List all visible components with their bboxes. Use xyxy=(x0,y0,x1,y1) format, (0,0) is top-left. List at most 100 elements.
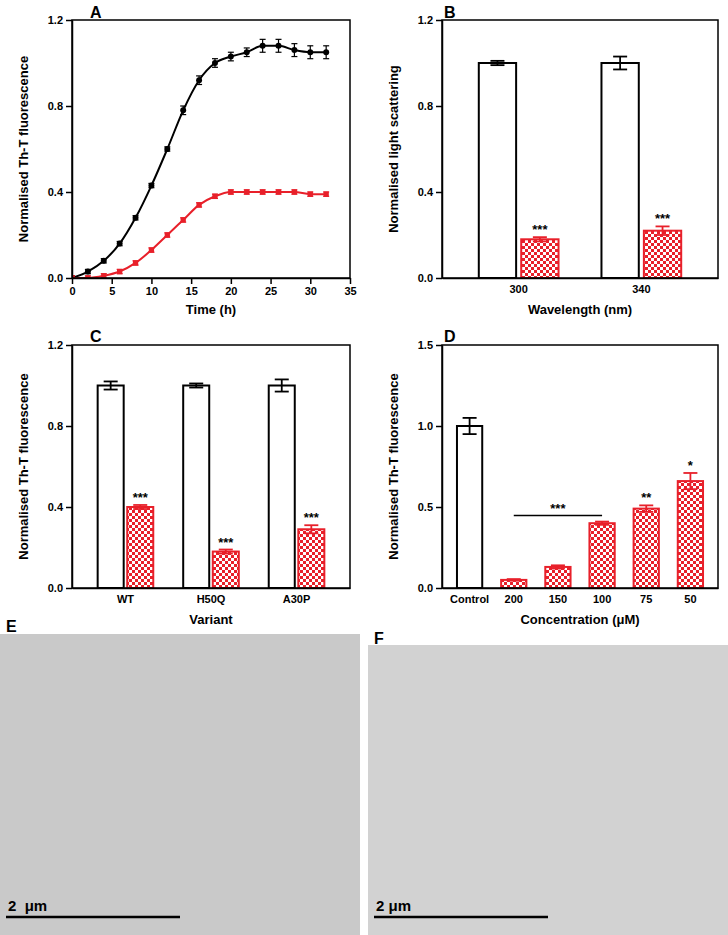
tick: 50 xyxy=(684,593,696,605)
error-cap xyxy=(180,114,186,115)
marker xyxy=(276,189,281,194)
tick: A30P xyxy=(283,593,311,605)
marker xyxy=(292,189,297,194)
tick: 1.5 xyxy=(418,339,442,351)
tick-mark xyxy=(66,426,72,428)
error-cap xyxy=(323,58,329,59)
tick: 0.5 xyxy=(418,501,442,513)
plot-frame xyxy=(442,20,718,278)
tick: 200 xyxy=(505,593,523,605)
error-bar xyxy=(275,379,289,391)
significance: * xyxy=(688,458,694,473)
tick-label: 300 xyxy=(509,283,527,295)
tick: Control xyxy=(450,593,489,605)
error-cap xyxy=(304,532,318,534)
tick: 25 xyxy=(265,278,277,297)
error-bar xyxy=(551,565,565,568)
error-bar xyxy=(507,579,521,581)
error-bar xyxy=(101,259,107,263)
marker xyxy=(149,247,154,252)
error-cap xyxy=(595,524,609,526)
y-axis: 0.00.40.81.2 xyxy=(418,14,443,284)
tick: 0.4 xyxy=(48,501,72,513)
tick-label: 30 xyxy=(305,285,317,297)
tick: 1.2 xyxy=(418,14,442,26)
error-bar xyxy=(463,418,477,434)
error-bar xyxy=(133,216,139,220)
annotations: ****** xyxy=(514,458,694,516)
panel-label: C xyxy=(90,328,102,345)
x-axis: 05101520253035 xyxy=(69,278,356,297)
x-axis-title: Variant xyxy=(189,612,233,627)
tick-mark xyxy=(191,278,193,284)
error-bar xyxy=(219,550,233,554)
marker xyxy=(260,189,265,194)
error-bar xyxy=(180,106,186,115)
significance: *** xyxy=(218,535,234,550)
marker xyxy=(244,189,249,194)
error-bar xyxy=(164,233,170,237)
error-cap xyxy=(323,45,329,46)
bar xyxy=(545,567,570,588)
plot-area xyxy=(98,379,325,588)
marker xyxy=(324,192,329,197)
series-line xyxy=(72,192,326,278)
error-stem xyxy=(645,505,647,511)
error-cap xyxy=(595,521,609,523)
scale-bar-label: 2 μm xyxy=(8,897,47,914)
tick-label: 0 xyxy=(69,285,75,297)
bar xyxy=(521,239,558,278)
x-axis: Control2001501007550 xyxy=(443,589,719,605)
bar xyxy=(501,580,526,588)
marker xyxy=(196,202,201,207)
error-bar xyxy=(244,48,250,57)
panel-label: B xyxy=(444,4,456,21)
bar xyxy=(183,386,209,589)
error-cap xyxy=(244,47,250,48)
tick-label: 0.4 xyxy=(48,186,64,198)
tick: 340 xyxy=(632,283,650,295)
error-cap xyxy=(260,52,266,53)
scale-bar xyxy=(6,916,180,919)
tick: 0 xyxy=(69,278,75,297)
error-bar xyxy=(133,261,139,265)
tick-mark xyxy=(436,507,442,509)
tick-label: 1.0 xyxy=(418,420,433,432)
plot-frame xyxy=(72,345,350,588)
figure: 051015202530350.00.40.81.2Time (h)Normal… xyxy=(0,0,728,935)
tick: 0.0 xyxy=(418,582,442,594)
error-cap xyxy=(656,234,670,236)
tick-mark xyxy=(66,588,72,590)
tick: 0.4 xyxy=(418,186,442,198)
x-axis-title: Concentration (μM) xyxy=(520,612,639,627)
y-axis-title: Normalised light scattering xyxy=(386,65,401,233)
error-cap xyxy=(219,553,233,555)
tick-mark xyxy=(436,192,442,194)
plot-area xyxy=(72,39,329,278)
marker xyxy=(228,54,234,60)
tick-mark xyxy=(66,507,72,509)
tick: 100 xyxy=(593,593,611,605)
marker xyxy=(180,107,186,113)
marker xyxy=(291,47,297,53)
tick: 1.2 xyxy=(48,14,72,26)
marker xyxy=(148,183,154,189)
marker xyxy=(323,49,329,55)
error-cap xyxy=(228,60,234,61)
error-bar xyxy=(490,61,504,65)
error-cap xyxy=(507,580,521,582)
error-cap xyxy=(133,508,147,510)
error-bar xyxy=(212,59,218,68)
tick: 0.0 xyxy=(418,272,442,284)
bar xyxy=(127,507,153,588)
tick-label: 10 xyxy=(146,285,158,297)
x-axis-title: Time (h) xyxy=(186,302,236,317)
x-axis-title: Wavelength (nm) xyxy=(528,302,632,317)
tick: 20 xyxy=(225,278,237,297)
tick-label: 35 xyxy=(344,285,356,297)
error-cap xyxy=(104,389,118,391)
tick-label: A30P xyxy=(283,593,311,605)
marker xyxy=(308,192,313,197)
tick: 1.0 xyxy=(418,420,442,432)
error-cap xyxy=(551,564,565,566)
